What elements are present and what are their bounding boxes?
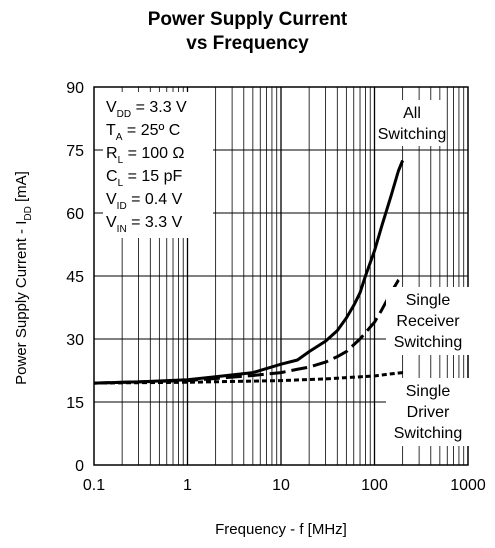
series-label-2: Switching — [394, 334, 462, 351]
y-tick-label: 60 — [66, 206, 84, 223]
x-tick-label: 100 — [361, 477, 388, 494]
y-tick-label: 75 — [66, 143, 84, 160]
condition-line: VDD = 3.3 V — [106, 99, 187, 120]
y-tick-label: 0 — [75, 458, 84, 475]
y-tick-labels: 0 15 30 45 60 75 90 — [66, 80, 84, 475]
condition-line: CL = 15 pF — [106, 168, 183, 189]
series-label-3: Driver — [407, 404, 450, 421]
y-tick-label: 15 — [66, 395, 84, 412]
x-tick-label: 10 — [272, 477, 290, 494]
condition-line: VID = 0.4 V — [106, 191, 183, 212]
conditions-block: VDD = 3.3 VTA = 25º CRL = 100 ΩCL = 15 p… — [103, 92, 213, 238]
conditions-background — [103, 92, 213, 238]
series-line-3 — [93, 371, 403, 385]
chart-title-line1: Power Supply Current — [147, 9, 348, 30]
series-label-background — [380, 100, 444, 146]
x-axis-label: Frequency - f [MHz] — [215, 521, 347, 538]
condition-line: TA = 25º C — [106, 122, 180, 143]
y-tick-label: 45 — [66, 269, 84, 286]
series-line-1 — [93, 159, 405, 385]
series-label-2: Single — [406, 292, 451, 309]
series-line-2 — [93, 274, 404, 385]
series-label-3: Single — [406, 383, 451, 400]
y-axis-label: Power Supply Current - IDD [mA] — [13, 171, 34, 385]
series-label-background — [386, 287, 470, 355]
y-tick-label: 90 — [66, 80, 84, 97]
x-tick-label: 1000 — [450, 477, 486, 494]
series-label-2: Receiver — [396, 313, 460, 330]
y-tick-label: 30 — [66, 332, 84, 349]
series-label-1: Switching — [378, 126, 446, 143]
condition-line: RL = 100 Ω — [106, 145, 185, 166]
chart-title-line2: vs Frequency — [186, 33, 309, 54]
series-label-3: Switching — [394, 425, 462, 442]
x-tick-label: 0.1 — [83, 477, 105, 494]
grid — [94, 87, 468, 465]
series-group — [93, 159, 405, 385]
series-label-1: All — [403, 105, 421, 122]
series-label-background — [386, 378, 470, 446]
series-labels: All Switching Single Receiver Switching Singl… — [378, 100, 470, 446]
x-tick-label: 1 — [183, 477, 192, 494]
x-tick-labels: 0.1 1 10 100 1000 — [83, 477, 486, 494]
condition-line: VIN = 3.3 V — [106, 214, 183, 235]
